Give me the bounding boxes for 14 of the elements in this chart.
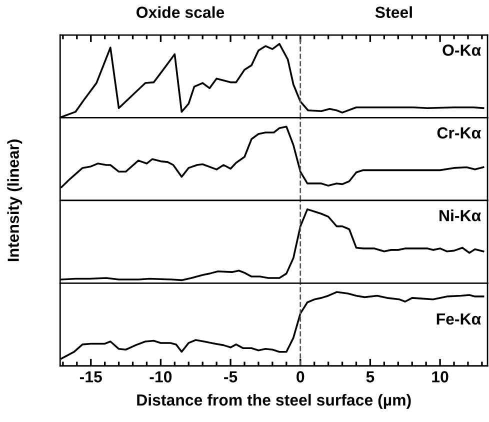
x-tick-label: 10 <box>432 371 448 382</box>
chart-title: Cr-Kα <box>437 127 481 139</box>
text: Oxide scale <box>136 6 224 18</box>
text: Steel <box>375 6 412 18</box>
x-tick-label: -15 <box>80 371 102 382</box>
chart-title: Ni-Kα <box>440 210 481 222</box>
y-axis-title: Intensity (linear) <box>7 140 22 262</box>
x-tick-label: 0 <box>296 371 304 382</box>
chart-title: O-Kα <box>442 44 481 56</box>
x-axis-title: Distance from the steel surface (µm) <box>137 394 411 409</box>
x-tick-label: -5 <box>224 371 238 382</box>
x-tick-label: 5 <box>366 371 374 382</box>
text: Fe-Kα <box>436 314 481 325</box>
x-tick-label: -10 <box>150 371 172 382</box>
